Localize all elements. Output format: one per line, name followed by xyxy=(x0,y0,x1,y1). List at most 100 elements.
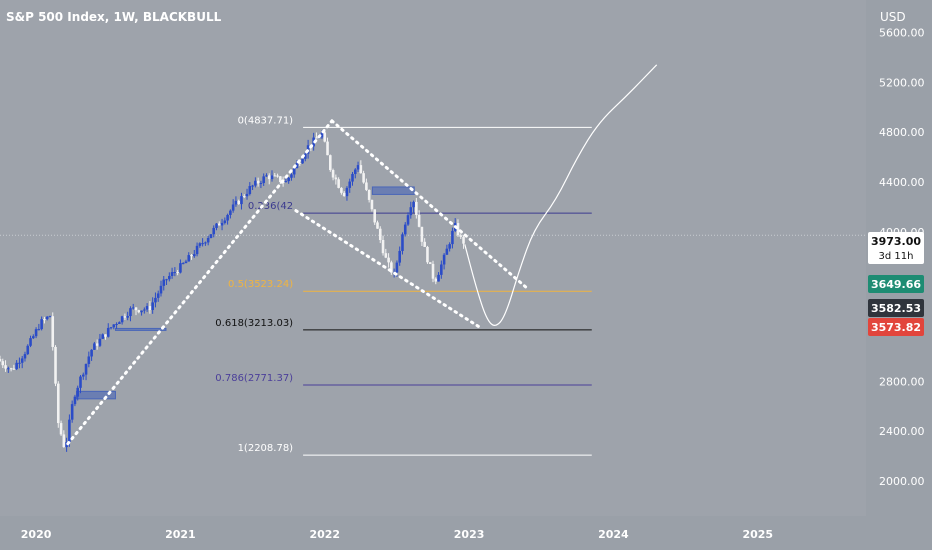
candle-body xyxy=(367,189,371,200)
x-tick-label: 2021 xyxy=(165,528,196,541)
price-tag: 3973.00 3d 11h xyxy=(868,232,924,264)
candle-body xyxy=(220,222,224,226)
candle-body xyxy=(356,165,360,170)
candle-body xyxy=(340,187,343,193)
candle-body xyxy=(109,327,113,329)
price-tag-bg xyxy=(868,299,924,317)
candle-body xyxy=(115,323,118,325)
chart-title: S&P 500 Index, 1W, BLACKBULL xyxy=(6,10,222,24)
candle-body xyxy=(437,274,440,282)
candle-body xyxy=(101,334,104,339)
candle-body xyxy=(262,176,265,184)
candle-body xyxy=(192,254,196,257)
channel-line-2 xyxy=(294,209,483,330)
price-tag-value: 3973.00 xyxy=(871,235,921,248)
candle-body xyxy=(431,263,435,279)
candle-body xyxy=(162,279,166,286)
candle-body xyxy=(118,322,121,324)
time-axis-panel[interactable] xyxy=(0,516,866,550)
candle-body xyxy=(1,361,5,366)
candle-body xyxy=(32,336,35,339)
candle-body xyxy=(84,363,88,375)
support-zone-box xyxy=(371,186,415,195)
candle-body xyxy=(156,293,160,298)
y-tick-label: 5600.00 xyxy=(879,26,925,39)
candle-body xyxy=(76,387,80,397)
candle-body xyxy=(87,356,91,364)
candle-body xyxy=(256,180,260,184)
candle-body xyxy=(384,253,388,258)
price-tag-bg xyxy=(868,275,924,293)
candle-body xyxy=(320,132,324,138)
candle-body xyxy=(168,275,171,280)
candle-body xyxy=(131,307,135,309)
candle-body xyxy=(390,262,393,273)
candle-body xyxy=(134,307,138,311)
candle-body xyxy=(229,210,232,215)
candle-body xyxy=(73,396,77,405)
candle-body xyxy=(353,169,357,174)
candle-body xyxy=(445,248,449,255)
candle-body xyxy=(20,358,24,363)
candle-body xyxy=(217,223,221,226)
channel-line-0 xyxy=(66,119,334,446)
axis-unit-label: USD xyxy=(880,10,906,24)
candle-body xyxy=(9,368,13,370)
candle-body xyxy=(179,263,182,273)
candle-body xyxy=(145,306,149,310)
y-tick-label: 4400.00 xyxy=(879,176,925,189)
candle-body xyxy=(51,316,55,347)
candle-body xyxy=(140,310,143,313)
candle-body xyxy=(18,362,21,364)
candle-body xyxy=(370,199,374,210)
candle-body xyxy=(323,132,327,142)
price-tag-value: 3582.53 xyxy=(871,302,921,315)
candle-body xyxy=(398,250,401,263)
candle-body xyxy=(70,404,74,420)
candle-body xyxy=(187,255,191,262)
y-tick-label: 5200.00 xyxy=(879,76,925,89)
candle-body xyxy=(304,153,307,159)
candle-body xyxy=(15,362,18,370)
candle-body xyxy=(106,327,110,337)
candle-body xyxy=(279,176,282,183)
candle-body xyxy=(184,261,188,264)
candle-body xyxy=(434,278,438,282)
candle-body xyxy=(59,423,63,435)
candle-body xyxy=(276,175,279,177)
candle-body xyxy=(403,224,407,235)
candle-body xyxy=(148,306,152,311)
candle-body xyxy=(387,257,390,263)
candle-body xyxy=(273,175,277,177)
candle-body xyxy=(259,183,263,185)
candle-body xyxy=(423,241,426,247)
price-tag: 3573.82 xyxy=(868,318,924,336)
candle-body xyxy=(315,137,318,139)
candle-body xyxy=(362,173,365,183)
candle-body xyxy=(245,193,249,197)
candle-body xyxy=(0,358,2,362)
candle-body xyxy=(428,262,432,264)
candle-body xyxy=(201,243,204,245)
candle-body xyxy=(415,201,418,216)
candle-body xyxy=(43,319,46,321)
candle-body xyxy=(270,175,274,180)
channel-line-1 xyxy=(330,119,529,290)
support-zone-box xyxy=(114,327,167,331)
candle-body xyxy=(331,170,335,178)
candle-body xyxy=(267,175,271,180)
y-tick-label: 2800.00 xyxy=(879,375,925,388)
candle-body xyxy=(254,180,257,186)
candle-body xyxy=(284,181,288,183)
candle-body xyxy=(401,234,404,251)
candle-body xyxy=(448,244,451,249)
candle-body xyxy=(90,349,93,357)
candle-body xyxy=(98,338,102,346)
candle-body xyxy=(159,285,163,294)
candle-body xyxy=(23,354,27,359)
candle-body xyxy=(459,235,463,237)
y-tick-label: 4800.00 xyxy=(879,126,925,139)
candle-body xyxy=(223,220,227,223)
